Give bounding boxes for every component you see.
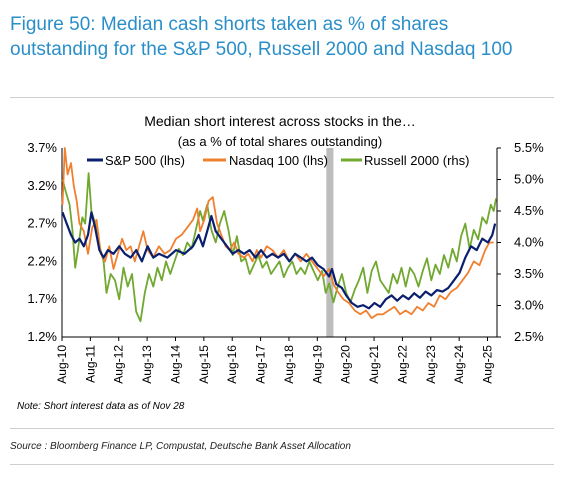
x-tick-label: Aug-11 bbox=[83, 345, 97, 383]
series-line-sp500 bbox=[61, 211, 497, 310]
series-line-nasdaq100 bbox=[61, 147, 494, 319]
legend: S&P 500 (lhs) Nasdaq 100 (lhs) Russell 2… bbox=[87, 153, 470, 168]
x-tick-label: Aug-12 bbox=[112, 345, 126, 384]
y-left-tick-label: 3.7% bbox=[27, 140, 57, 155]
y-axis-right: 2.5% 3.0% 3.5% 4.0% 4.5% 5.0% 5.5% bbox=[497, 140, 544, 344]
x-tick-label: Aug-10 bbox=[55, 345, 69, 384]
x-tick-label: Aug-16 bbox=[225, 345, 239, 384]
y-left-tick-label: 2.7% bbox=[27, 216, 57, 231]
x-tick-label: Aug-13 bbox=[140, 345, 154, 384]
x-tick-label: Aug-18 bbox=[282, 345, 296, 384]
y-left-tick-label: 2.2% bbox=[27, 253, 57, 268]
series-layer bbox=[61, 147, 497, 323]
y-right-tick-label: 2.5% bbox=[514, 329, 544, 344]
chart-title: Median short interest across stocks in t… bbox=[144, 113, 416, 129]
x-tick-label: Aug-20 bbox=[339, 345, 353, 384]
x-tick-label: Aug-21 bbox=[367, 345, 381, 384]
source-divider bbox=[10, 428, 554, 429]
legend-label-nasdaq: Nasdaq 100 (lhs) bbox=[229, 153, 328, 168]
y-left-tick-label: 3.2% bbox=[27, 178, 57, 193]
chart-subtitle: (as a % of total shares outstanding) bbox=[178, 134, 383, 149]
y-axis-left: 1.2% 1.7% 2.2% 2.7% 3.2% 3.7% bbox=[27, 140, 57, 344]
x-axis: Aug-10 Aug-11 Aug-12 Aug-13 Aug-14 Aug-15 Aug-… bbox=[55, 337, 495, 384]
x-tick-label: Aug-14 bbox=[168, 345, 182, 384]
series-line-russell2000 bbox=[61, 172, 497, 323]
x-tick-label: Aug-15 bbox=[197, 345, 211, 384]
y-right-tick-label: 4.0% bbox=[514, 235, 544, 250]
y-right-tick-label: 3.0% bbox=[514, 298, 544, 313]
x-tick-label: Aug-24 bbox=[452, 345, 466, 384]
x-tick-label: Aug-19 bbox=[310, 345, 324, 384]
x-tick-label: Aug-17 bbox=[254, 345, 268, 384]
y-left-tick-label: 1.2% bbox=[27, 329, 57, 344]
shaded-period-band bbox=[326, 148, 334, 337]
short-interest-chart: Median short interest across stocks in t… bbox=[27, 113, 544, 384]
title-divider bbox=[10, 97, 554, 98]
x-tick-label: Aug-22 bbox=[395, 345, 409, 384]
source-text: Source : Bloomberg Finance LP, Compustat… bbox=[10, 441, 351, 452]
x-tick-label: Aug-23 bbox=[424, 345, 438, 384]
y-right-tick-label: 5.5% bbox=[514, 140, 544, 155]
y-right-tick-label: 4.5% bbox=[514, 203, 544, 218]
page-title: Figure 50: Median cash shorts taken as %… bbox=[10, 14, 513, 60]
y-left-tick-label: 1.7% bbox=[27, 291, 57, 306]
y-right-tick-label: 3.5% bbox=[514, 266, 544, 281]
chart-note: Note: Short interest data as of Nov 28 bbox=[17, 401, 185, 412]
legend-label-sp500: S&P 500 (lhs) bbox=[105, 153, 185, 168]
legend-label-russell: Russell 2000 (rhs) bbox=[364, 153, 470, 168]
x-tick-label: Aug-25 bbox=[481, 345, 495, 384]
y-right-tick-label: 5.0% bbox=[514, 172, 544, 187]
footer-divider bbox=[10, 464, 554, 465]
